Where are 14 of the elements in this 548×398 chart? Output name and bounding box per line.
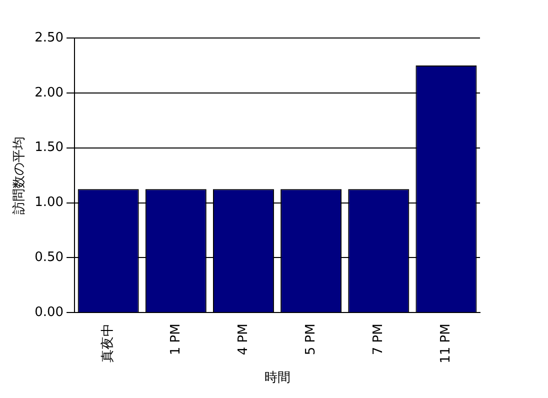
x-tick-label: 11 PM xyxy=(438,324,454,364)
x-tick-label: 1 PM xyxy=(168,324,184,356)
x-tick-label: 4 PM xyxy=(236,324,251,356)
y-tick-label: 0.50 xyxy=(34,250,64,266)
y-tick-label: 0.00 xyxy=(34,305,64,320)
y-tick-label: 2.00 xyxy=(34,85,64,100)
x-tick-label: 5 PM xyxy=(303,324,318,356)
y-tick-label: 2.50 xyxy=(34,30,64,46)
x-axis-title: 時間 xyxy=(264,370,290,386)
y-tick-label: 1.50 xyxy=(34,140,64,156)
x-tick-label: 真夜中 xyxy=(100,324,116,363)
x-tick-label: 7 PM xyxy=(371,324,386,356)
y-axis-title: 訪問数の平均 xyxy=(12,136,28,214)
y-tick-label: 1.00 xyxy=(34,195,64,210)
